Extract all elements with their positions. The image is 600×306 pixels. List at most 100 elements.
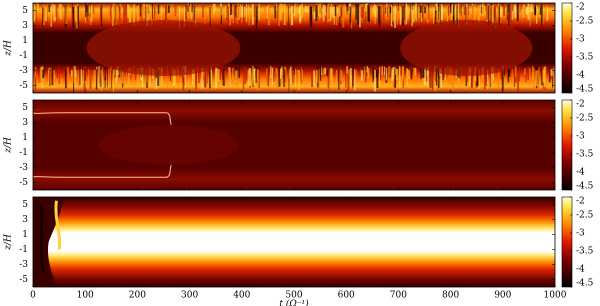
texture [404, 6, 407, 25]
y-tick-label: -3 [19, 260, 28, 270]
texture [128, 5, 130, 18]
texture [524, 68, 526, 75]
texture [391, 68, 394, 81]
texture [458, 3, 460, 21]
texture [246, 67, 248, 81]
texture [42, 4, 46, 25]
texture [40, 66, 42, 88]
texture [454, 4, 457, 24]
texture [407, 5, 409, 20]
texture [340, 67, 342, 85]
texture [310, 6, 313, 28]
x-tick-label: 700 [390, 291, 407, 301]
texture [452, 5, 455, 27]
texture [408, 69, 410, 80]
texture [468, 6, 469, 16]
texture [311, 69, 314, 88]
texture [521, 3, 523, 10]
texture [209, 7, 211, 27]
texture [251, 66, 254, 87]
y-tick-label: -1 [19, 245, 28, 255]
texture [385, 67, 388, 81]
texture [404, 4, 406, 20]
texture [375, 70, 378, 78]
texture [204, 7, 206, 24]
texture [411, 4, 413, 27]
texture [400, 20, 533, 76]
y-tick-label: 1 [22, 36, 28, 46]
texture [115, 68, 118, 83]
texture [67, 67, 69, 84]
texture [339, 69, 341, 81]
colorbar-tick-label: -4 [576, 168, 585, 178]
texture [374, 4, 377, 18]
texture [532, 66, 534, 80]
texture [352, 66, 354, 87]
texture [541, 69, 543, 86]
texture [63, 67, 65, 83]
texture [186, 5, 189, 12]
texture [343, 4, 346, 18]
texture [534, 6, 537, 15]
texture [319, 3, 321, 18]
texture [151, 3, 153, 20]
texture [56, 70, 58, 79]
texture [435, 6, 437, 24]
texture [323, 4, 325, 22]
texture [527, 3, 530, 20]
texture [256, 69, 258, 83]
texture [327, 70, 330, 89]
texture [301, 67, 303, 85]
texture [37, 68, 39, 82]
texture [248, 7, 250, 26]
texture [351, 6, 353, 29]
texture [214, 67, 217, 89]
heatmap [33, 197, 555, 287]
texture [242, 70, 245, 90]
texture [253, 68, 256, 86]
texture [98, 125, 239, 165]
texture [511, 69, 513, 83]
texture [143, 3, 145, 18]
texture [146, 4, 149, 27]
texture [197, 67, 198, 85]
texture [373, 69, 376, 92]
texture [267, 4, 270, 26]
texture [235, 4, 237, 18]
texture [255, 70, 256, 78]
texture [224, 5, 227, 18]
texture [426, 68, 429, 87]
texture [173, 69, 175, 86]
texture [125, 69, 127, 84]
texture [342, 6, 345, 28]
texture [257, 69, 260, 91]
texture [232, 4, 234, 24]
texture [511, 3, 513, 20]
texture [157, 4, 160, 14]
texture [44, 6, 47, 22]
y-tick-label: 5 [22, 6, 28, 16]
texture [490, 68, 493, 84]
texture [209, 67, 212, 84]
texture [551, 67, 554, 88]
texture [364, 7, 367, 29]
texture [70, 70, 73, 77]
texture [431, 68, 434, 90]
texture [283, 68, 285, 87]
texture [478, 69, 480, 89]
texture [113, 70, 114, 93]
texture [380, 6, 382, 27]
texture [359, 68, 361, 78]
texture [315, 4, 318, 21]
texture [51, 66, 54, 86]
texture [354, 69, 356, 91]
texture [90, 7, 92, 26]
texture [125, 3, 128, 23]
texture [419, 5, 422, 13]
texture [66, 67, 68, 88]
texture [227, 6, 230, 23]
texture [129, 5, 130, 23]
texture [133, 4, 136, 25]
texture [492, 4, 495, 25]
texture [349, 6, 352, 24]
